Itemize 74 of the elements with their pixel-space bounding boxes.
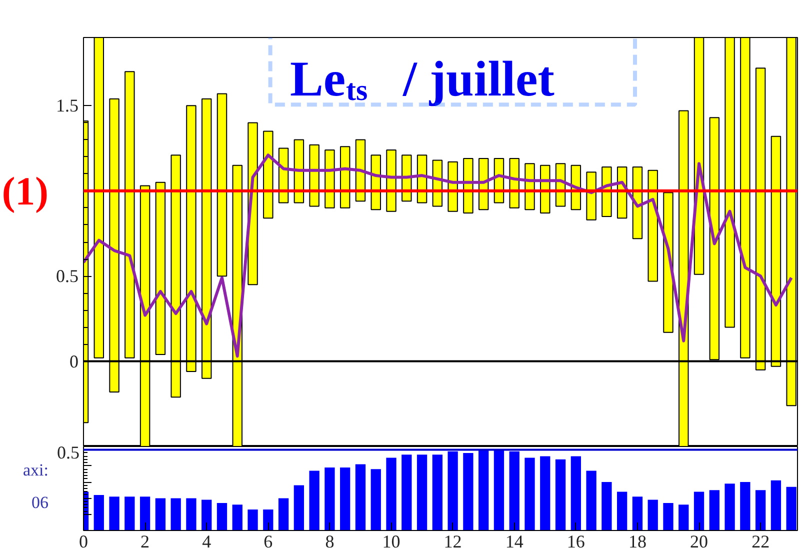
bar: [524, 458, 535, 530]
bar: [124, 71, 135, 358]
bar: [709, 490, 720, 530]
bar: [140, 496, 150, 530]
bar: [770, 480, 782, 530]
bar: [617, 492, 628, 530]
bar: [786, 486, 796, 530]
x-tick-label: 22: [752, 532, 770, 552]
bar: [478, 450, 489, 530]
bar: [263, 130, 274, 219]
bar: [232, 504, 242, 530]
bar: [448, 451, 458, 530]
bar: [124, 496, 135, 530]
x-tick-label: 8: [325, 532, 334, 552]
bar: [248, 510, 258, 530]
y-tick-label: 0.5: [56, 266, 78, 286]
bar: [494, 450, 504, 530]
bar: [186, 498, 196, 530]
bar: [432, 454, 442, 530]
bar: [555, 459, 566, 530]
chart-title: Lets / juillet: [290, 50, 555, 107]
bar: [294, 485, 304, 530]
x-tick-label: 16: [566, 532, 585, 552]
bar: [324, 149, 335, 208]
bar: [263, 510, 274, 530]
bar: [724, 484, 735, 530]
bar: [155, 182, 166, 355]
y-tick-label: 0.5: [57, 442, 80, 462]
bar: [740, 482, 750, 530]
bar: [663, 503, 674, 530]
bar: [340, 468, 350, 530]
bar: [463, 452, 474, 530]
bar: [109, 496, 120, 530]
bar: [416, 454, 428, 530]
bar: [678, 504, 689, 530]
bar: [648, 170, 658, 282]
bar: [509, 451, 520, 530]
x-tick-label: 18: [628, 532, 646, 552]
y-tick-label: 0: [70, 351, 78, 372]
ref-line-label: (1): [2, 168, 48, 214]
bar: [278, 498, 289, 530]
bar: [694, 492, 704, 530]
text: 06: [32, 492, 48, 512]
x-tick-label: 2: [140, 532, 150, 552]
bar: [648, 500, 658, 530]
x-tick-label: 10: [382, 532, 400, 552]
bar: [309, 470, 320, 530]
bar: [202, 500, 212, 530]
text: axi:: [23, 460, 49, 480]
bar: [94, 494, 104, 530]
bar: [386, 149, 396, 212]
bar: [370, 469, 381, 530]
line-series: [84, 154, 793, 358]
bar: [216, 93, 228, 277]
x-tick-label: 14: [505, 532, 524, 552]
bar: [155, 498, 166, 530]
bar: [216, 503, 228, 530]
bar: [386, 458, 396, 530]
x-tick-label: 4: [202, 532, 212, 552]
bar: [170, 498, 181, 530]
x-tick-label: 12: [444, 532, 462, 552]
bar: [586, 172, 596, 220]
bar: [540, 456, 550, 530]
bar: [602, 482, 612, 530]
bar: [586, 470, 596, 530]
y-tick-label: 1.5: [56, 96, 78, 116]
x-tick-label: 20: [690, 532, 708, 552]
bar: [755, 490, 766, 530]
bar: [402, 454, 412, 530]
bar: [632, 496, 643, 530]
x-tick-label: 6: [264, 532, 273, 552]
bar: [324, 468, 335, 530]
bar: [355, 464, 366, 530]
bar: [570, 456, 581, 530]
